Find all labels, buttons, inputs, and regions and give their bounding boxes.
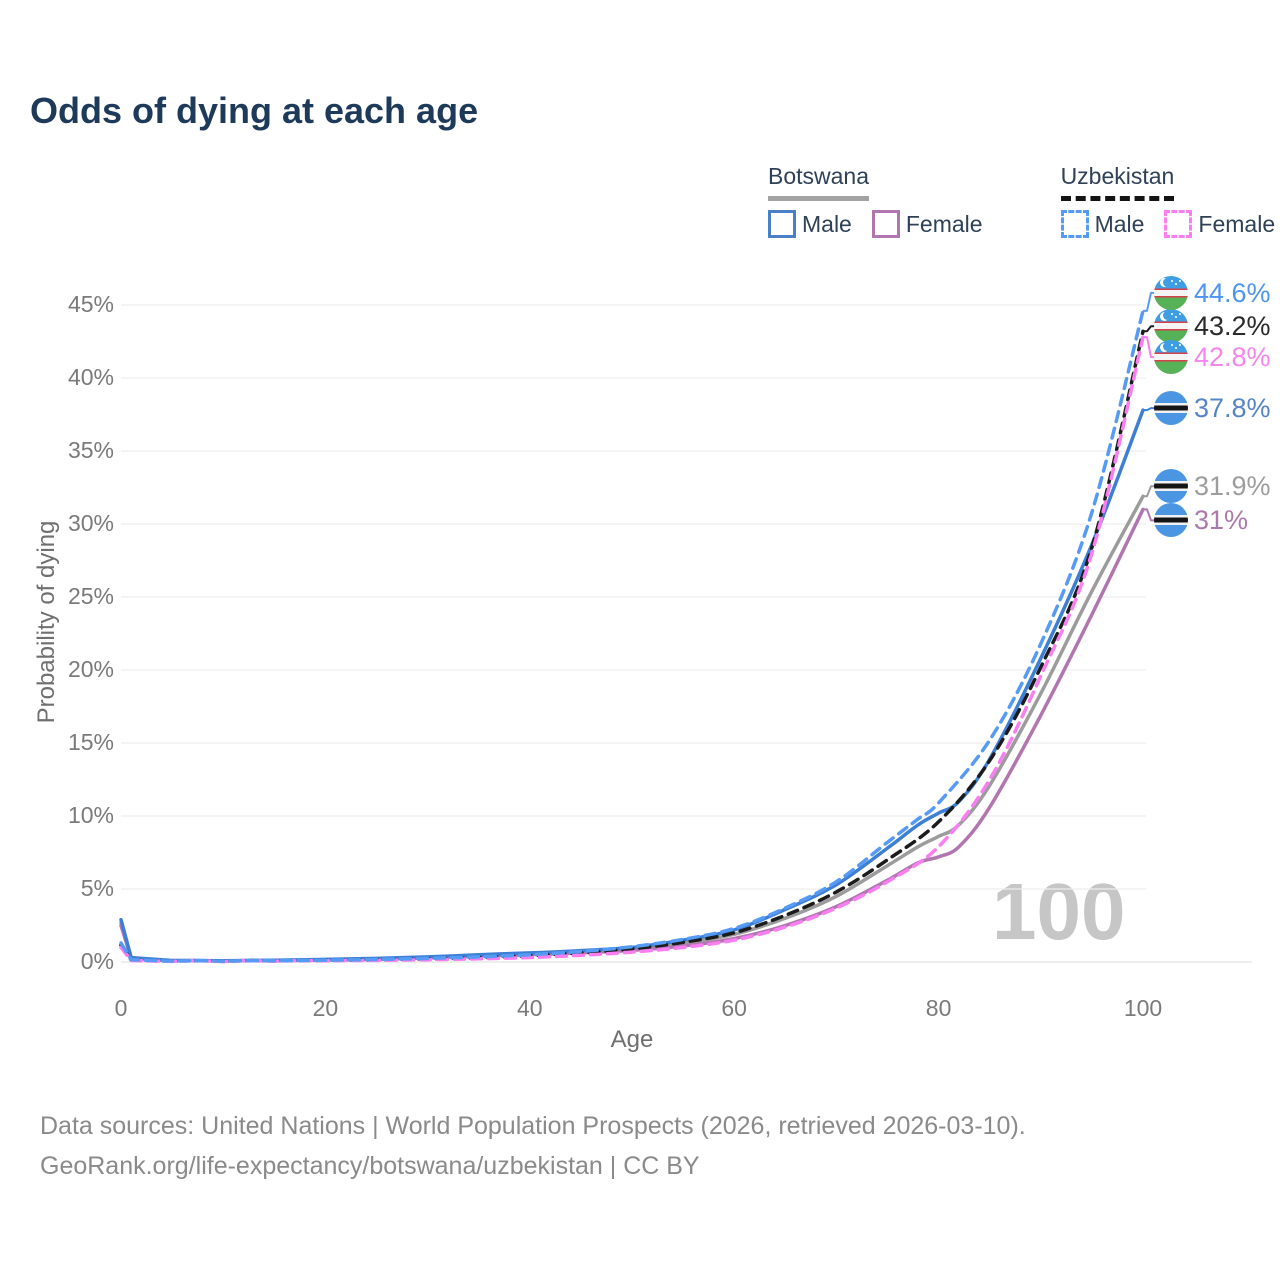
end-label-botswana-male: 37.8% xyxy=(1194,393,1271,424)
botswana-flag-icon xyxy=(1154,469,1188,504)
uzbekistan-female-swatch-icon xyxy=(1164,210,1193,238)
botswana-female-swatch-icon xyxy=(871,210,900,238)
x-axis-tick-label: 20 xyxy=(312,995,339,1021)
x-axis-tick-label: 40 xyxy=(517,995,543,1021)
series-line-botswana-male xyxy=(119,408,1145,963)
y-axis-tick-label: 20% xyxy=(67,656,114,682)
series-line-uzbekistan-male xyxy=(119,309,1145,964)
legend-row-uzbekistan: Male Female xyxy=(1060,210,1275,238)
x-axis-tick-label: 60 xyxy=(721,995,747,1021)
end-label-connector-botswana-male xyxy=(1143,407,1155,412)
y-axis-tick-label: 25% xyxy=(67,583,114,609)
y-axis-tick-label: 45% xyxy=(67,291,114,317)
watermark-age-100: 100 xyxy=(992,867,1126,956)
series-line-botswana-female xyxy=(119,507,1145,963)
uzbekistan-flag-icon xyxy=(1154,275,1188,310)
x-axis-title: Age xyxy=(610,1026,654,1053)
legend: Botswana Male Female Uzbekistan Male xyxy=(768,163,1275,238)
page-title: Odds of dying at each age xyxy=(30,90,479,131)
legend-header-uzbekistan[interactable]: Uzbekistan xyxy=(1060,163,1175,201)
uzbekistan-male-swatch-icon xyxy=(1060,210,1089,238)
end-label-connector-uzbekistan xyxy=(1143,325,1155,333)
uzbekistan-flag-icon xyxy=(1154,309,1188,344)
end-label-uzbekistan-male: 44.6% xyxy=(1194,277,1271,308)
legend-item-uzbekistan-female[interactable]: Female xyxy=(1164,210,1275,238)
end-label-uzbekistan-female: 42.8% xyxy=(1194,342,1271,373)
legend-label-botswana-male: Male xyxy=(802,210,852,237)
y-axis-tick-label: 15% xyxy=(67,729,114,755)
footer: Data sources: United Nations | World Pop… xyxy=(40,1106,1026,1186)
y-axis-tick-label: 30% xyxy=(67,510,114,536)
legend-header-botswana[interactable]: Botswana xyxy=(768,163,870,201)
x-axis-tick-label: 0 xyxy=(114,995,128,1021)
legend-item-botswana-female[interactable]: Female xyxy=(871,210,983,238)
series-line-uzbekistan-female xyxy=(119,335,1145,964)
end-label-connector-uzbekistan-female xyxy=(1143,336,1155,359)
legend-group-uzbekistan: Uzbekistan Male Female xyxy=(1060,163,1275,238)
end-label-uzbekistan: 43.2% xyxy=(1194,311,1271,342)
y-axis-tick-label: 35% xyxy=(67,437,114,463)
end-label-botswana-female: 31% xyxy=(1194,505,1249,536)
x-axis-tick-label: 100 xyxy=(1123,995,1163,1021)
end-label-botswana: 31.9% xyxy=(1194,471,1271,502)
legend-row-botswana: Male Female xyxy=(768,210,983,238)
end-label-connector-botswana xyxy=(1143,485,1155,498)
y-axis-tick-label: 0% xyxy=(80,948,114,974)
botswana-flag-icon xyxy=(1154,391,1188,426)
botswana-flag-icon xyxy=(1154,503,1188,538)
legend-item-uzbekistan-male[interactable]: Male xyxy=(1060,210,1145,238)
legend-group-botswana: Botswana Male Female xyxy=(768,163,983,238)
legend-label-uzbekistan-male: Male xyxy=(1094,210,1145,237)
uzbekistan-flag-icon xyxy=(1154,340,1188,375)
legend-label-uzbekistan-female: Female xyxy=(1198,210,1276,237)
footer-attribution: GeoRank.org/life-expectancy/botswana/uzb… xyxy=(40,1152,700,1180)
y-axis-tick-label: 5% xyxy=(80,875,114,901)
y-axis-tick-label: 10% xyxy=(67,802,114,828)
legend-label-botswana-female: Female xyxy=(905,210,983,237)
series-line-uzbekistan xyxy=(119,329,1145,964)
end-label-connector-uzbekistan-male xyxy=(1143,291,1155,312)
end-label-connector-botswana-female xyxy=(1143,508,1155,522)
legend-item-botswana-male[interactable]: Male xyxy=(768,210,852,238)
footer-data-sources: Data sources: United Nations | World Pop… xyxy=(40,1112,1026,1140)
botswana-male-swatch-icon xyxy=(768,210,796,238)
x-axis-tick-label: 80 xyxy=(925,995,952,1021)
y-axis-tick-label: 40% xyxy=(67,364,114,390)
series-line-botswana xyxy=(119,494,1145,963)
